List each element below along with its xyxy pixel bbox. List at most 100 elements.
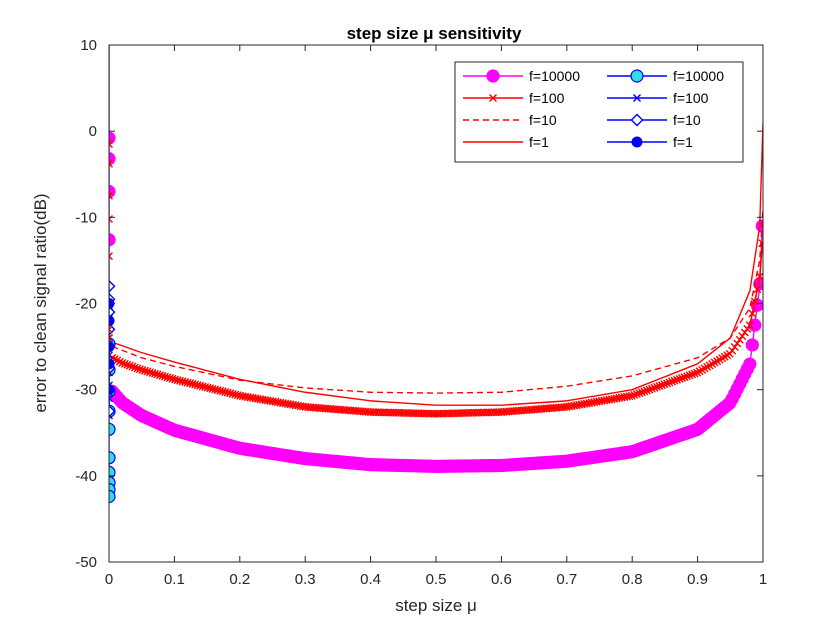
series-red-f-100 (109, 239, 763, 418)
series-blue-f-1 (109, 45, 115, 396)
data-point (138, 366, 147, 375)
data-point (109, 279, 116, 293)
data-point (109, 333, 113, 342)
data-point (123, 360, 132, 369)
data-point (109, 131, 116, 145)
data-point (148, 368, 157, 377)
y-tick-label: 10 (80, 37, 97, 54)
data-point (120, 359, 129, 368)
legend-label: f=100 (529, 90, 565, 106)
data-point (735, 335, 744, 344)
y-tick-label: -50 (75, 554, 97, 571)
series-line (112, 208, 763, 394)
data-point (163, 373, 172, 382)
series-red-f-1 (112, 122, 763, 406)
data-point (748, 309, 757, 318)
data-point (745, 338, 759, 352)
x-tick-label: 0.9 (687, 571, 708, 588)
data-point (640, 387, 649, 396)
data-point (135, 365, 144, 374)
data-point (140, 366, 149, 375)
legend-marker (630, 69, 644, 83)
legend-marker (631, 136, 643, 148)
legend: f=10000 f=10000 f=100 f=100 f=10 f=10 f=1 f=1 (454, 61, 744, 163)
data-point (109, 341, 115, 353)
data-point (166, 374, 174, 383)
data-point (650, 383, 659, 392)
data-point (130, 363, 139, 372)
data-point (660, 380, 669, 389)
legend-item: f=100 (463, 90, 565, 106)
legend-item: f=100 (607, 90, 709, 106)
data-point (637, 388, 646, 397)
data-point (678, 373, 687, 382)
series-red-f-10000 (109, 219, 763, 473)
legend-item: f=10 (607, 112, 701, 128)
data-point (655, 382, 664, 391)
x-tick-label: 0 (105, 571, 113, 588)
data-point (627, 391, 636, 400)
data-point (733, 339, 742, 348)
series-red-f-10 (112, 208, 763, 394)
y-tick-label: -20 (75, 296, 97, 313)
y-tick-label: -30 (75, 382, 97, 399)
data-point (109, 358, 115, 370)
legend-item: f=10 (463, 112, 557, 128)
data-point (155, 371, 164, 380)
data-point (145, 368, 154, 377)
data-point (153, 370, 162, 379)
data-point (690, 369, 699, 378)
legend-item: f=10000 (463, 68, 580, 84)
data-point (109, 451, 116, 465)
data-point (685, 371, 694, 380)
data-point (745, 321, 754, 330)
data-point (657, 381, 666, 390)
data-point (118, 359, 127, 368)
data-point (680, 373, 689, 382)
data-point (740, 328, 749, 337)
data-point (635, 389, 644, 398)
x-axis-label: step size μ (395, 596, 477, 615)
data-point (109, 489, 116, 504)
data-point (645, 385, 654, 394)
y-tick-label: -40 (75, 468, 97, 485)
data-point (728, 346, 737, 355)
legend-label: f=10 (673, 112, 701, 128)
data-point (109, 315, 115, 327)
data-point (738, 332, 747, 341)
data-point (665, 378, 674, 387)
legend-label: f=10 (529, 112, 557, 128)
chart-title: step size μ sensitivity (347, 24, 522, 43)
data-point (667, 377, 676, 386)
data-point (688, 370, 697, 379)
data-point (158, 371, 167, 380)
legend-label: f=100 (673, 90, 709, 106)
data-point (642, 386, 651, 395)
data-point (109, 351, 113, 360)
legend-marker (633, 94, 641, 102)
x-tick-label: 1 (759, 571, 767, 588)
data-point (652, 382, 661, 391)
x-tick-label: 0.6 (491, 571, 512, 588)
x-tick-label: 0.5 (426, 571, 447, 588)
x-tick-label: 0.3 (295, 571, 316, 588)
data-point (128, 362, 137, 371)
data-point (109, 322, 116, 336)
data-point (675, 374, 684, 383)
x-tick-label: 0.8 (622, 571, 643, 588)
data-point (143, 367, 152, 376)
data-point (109, 191, 113, 200)
data-point (109, 159, 113, 168)
legend-label: f=1 (529, 134, 549, 150)
data-point (753, 285, 762, 294)
data-point (109, 233, 116, 247)
data-point (125, 361, 134, 370)
data-point (683, 372, 692, 381)
legend-item: f=10000 (607, 68, 724, 84)
legend-marker (489, 94, 497, 102)
series-line (112, 122, 763, 406)
x-tick-label: 0.2 (229, 571, 250, 588)
legend-marker (486, 69, 500, 83)
x-tick-label: 0.4 (360, 571, 381, 588)
data-point (743, 324, 752, 333)
